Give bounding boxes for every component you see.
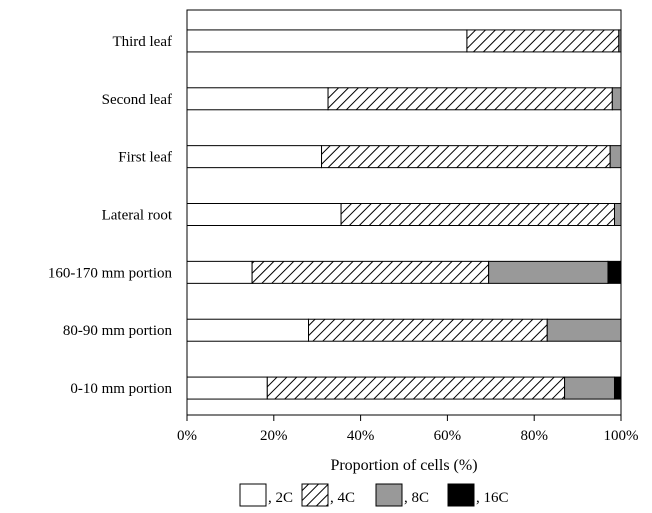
bar-segment-1-1 xyxy=(186,29,468,53)
bar-segment-2-1 xyxy=(186,87,329,111)
category-label: Lateral root xyxy=(102,208,173,224)
category-label: 160-170 mm portion xyxy=(48,265,173,281)
x-tick-label: 100% xyxy=(604,428,639,444)
x-axis-title: Proportion of cells (%) xyxy=(330,457,477,474)
bar-segment-7-4 xyxy=(613,376,622,400)
bars-group xyxy=(186,29,622,400)
bar-segment-4-1 xyxy=(186,203,342,226)
x-tick-label: 80% xyxy=(520,428,548,444)
legend-label-2: , 4C xyxy=(330,490,355,506)
legend-label-3: , 8C xyxy=(404,490,429,506)
x-tick-label: 40% xyxy=(347,428,375,444)
bar-segment-5-2 xyxy=(251,260,490,284)
category-label: First leaf xyxy=(118,150,172,166)
x-tick-label: 20% xyxy=(260,428,288,444)
category-label: Third leaf xyxy=(112,34,172,50)
bar-segment-7-3 xyxy=(564,376,615,400)
bar-segment-7-1 xyxy=(186,376,268,400)
bar-segment-4-3 xyxy=(613,203,622,226)
x-axis: 0% 20% 40% 60% 80% 100% xyxy=(177,415,639,444)
bar-segment-2-2 xyxy=(327,87,613,111)
legend: , 2C , 4C , 8C , 16C xyxy=(239,483,509,507)
legend-label-4: , 16C xyxy=(476,490,509,506)
bar-segment-6-2 xyxy=(308,318,548,342)
bar-segment-1-2 xyxy=(466,29,620,53)
bar-segment-3-3 xyxy=(609,145,622,169)
legend-label-1: , 2C xyxy=(268,490,293,506)
bar-segment-2-3 xyxy=(611,87,622,111)
bar-segment-6-3 xyxy=(546,318,622,342)
category-label: 80-90 mm portion xyxy=(63,323,173,339)
bar-segment-5-3 xyxy=(488,260,609,284)
legend-swatch-3 xyxy=(375,483,403,507)
bar-segment-3-2 xyxy=(321,145,611,169)
bar-segment-5-1 xyxy=(186,260,253,284)
bar-segment-7-2 xyxy=(266,376,566,400)
bar-segment-6-1 xyxy=(186,318,310,342)
bar-segment-4-2 xyxy=(340,203,615,226)
category-label: 0-10 mm portion xyxy=(70,381,172,397)
category-labels: Third leaf Second leaf First leaf Lateral r… xyxy=(48,34,173,397)
bar-segment-1-3 xyxy=(618,29,622,53)
x-tick-label: 0% xyxy=(177,428,197,444)
bar-segment-3-1 xyxy=(186,145,323,169)
legend-swatch-4 xyxy=(447,483,475,507)
x-tick-label: 60% xyxy=(434,428,462,444)
bar-segment-5-4 xyxy=(607,260,622,284)
legend-swatch-1 xyxy=(239,483,267,507)
legend-swatch-2 xyxy=(301,483,329,507)
category-label: Second leaf xyxy=(102,92,172,108)
